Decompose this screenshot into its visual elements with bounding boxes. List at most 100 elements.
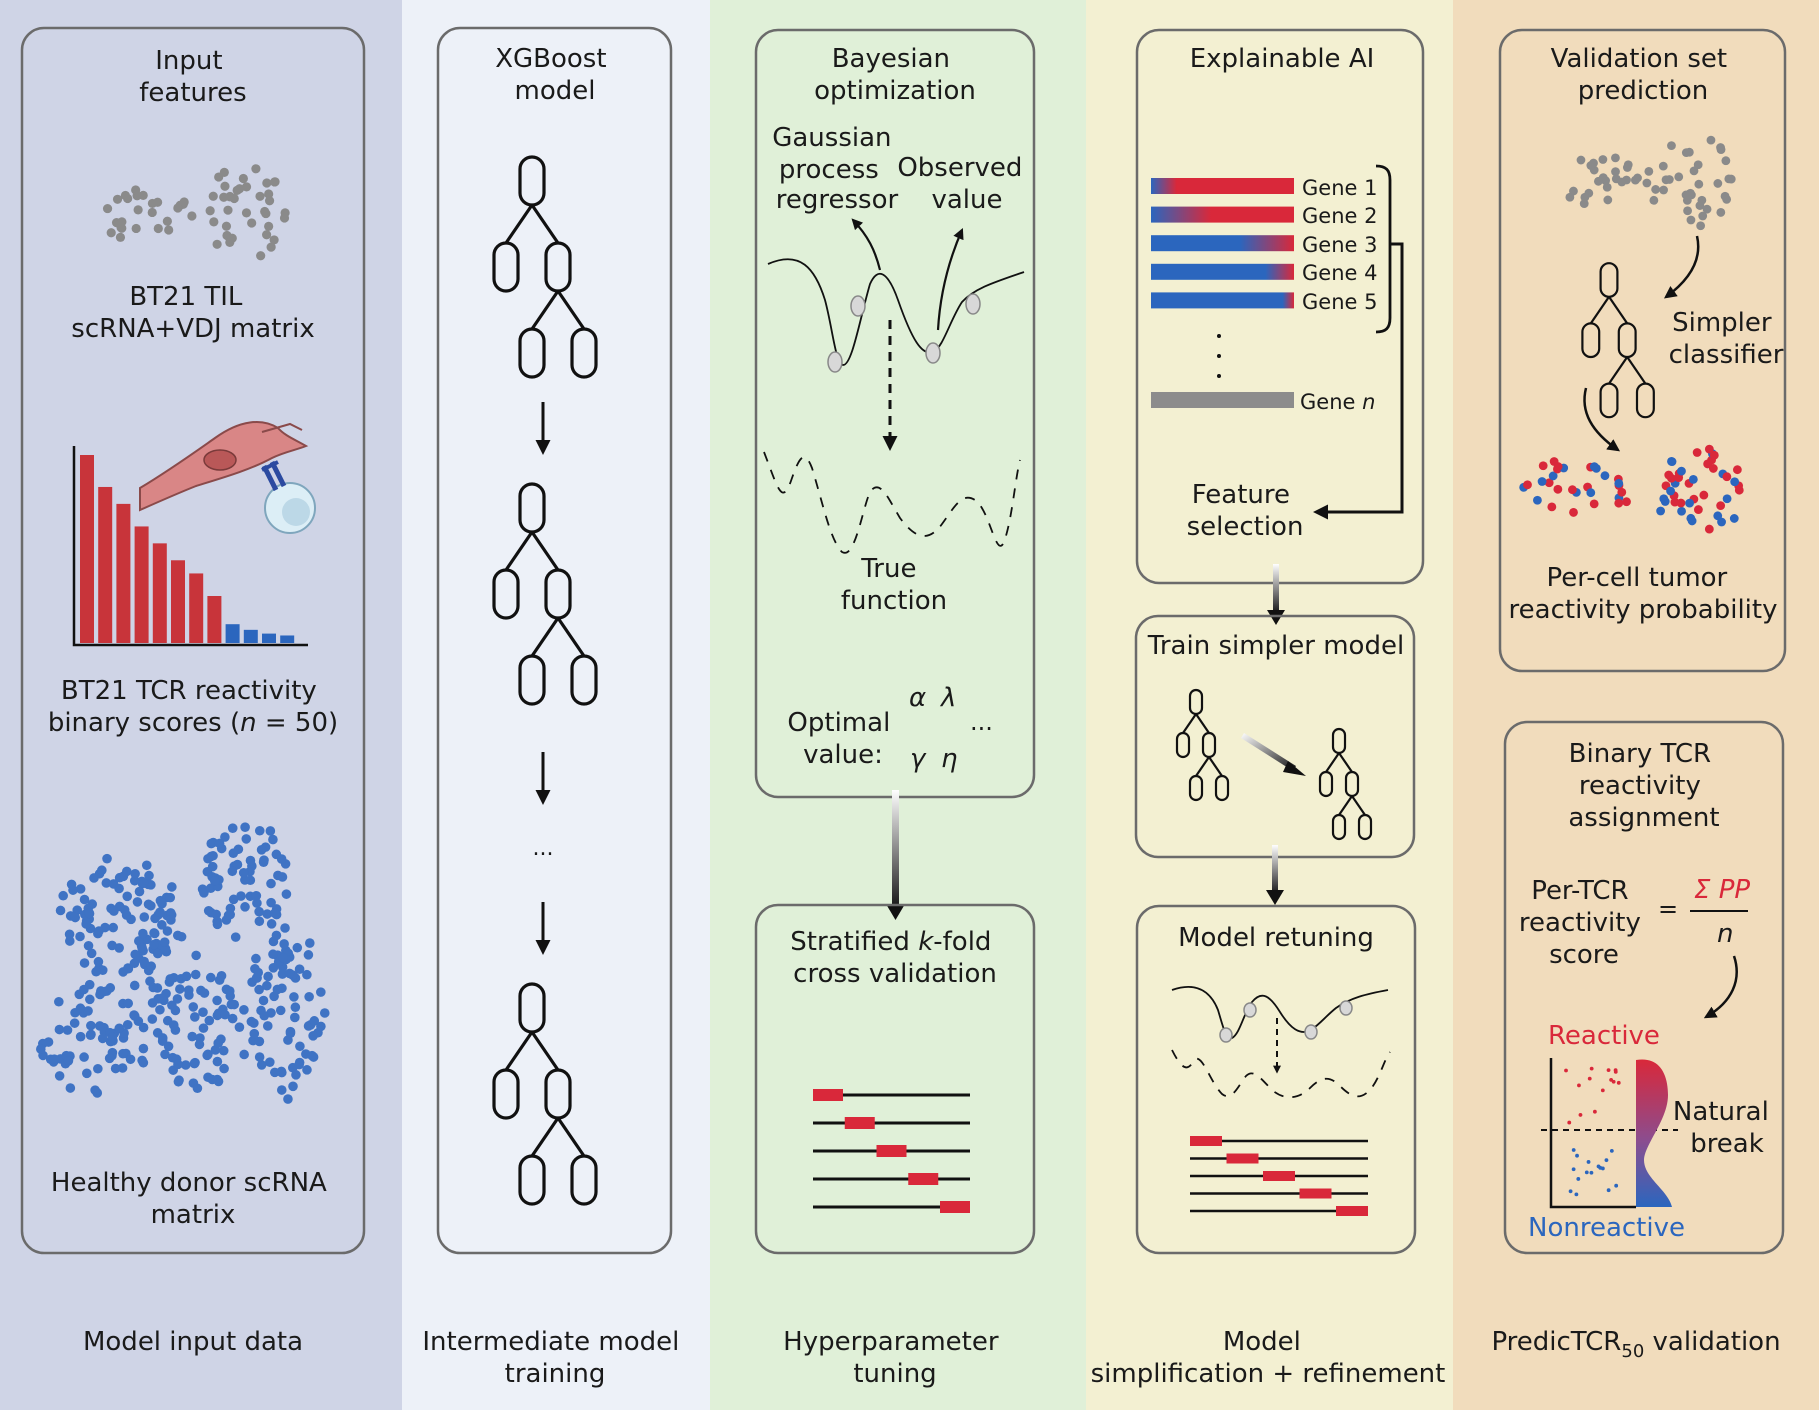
cell-dot — [94, 926, 104, 936]
cell-dot — [58, 890, 68, 901]
score-point — [1614, 1183, 1619, 1188]
cell-dot — [159, 937, 170, 948]
prediction-dot — [1538, 461, 1548, 471]
cell-dot — [86, 948, 97, 959]
cell-dot — [205, 972, 216, 983]
cell-dot — [173, 1059, 183, 1070]
score-point — [1600, 1166, 1605, 1171]
prediction-dot — [1533, 495, 1542, 505]
tree-node — [544, 241, 572, 293]
cell-dot — [165, 892, 176, 903]
cell-dot — [266, 242, 276, 252]
cell-dot — [1611, 153, 1620, 163]
cell-dot — [249, 1028, 260, 1039]
cell-dot — [269, 1067, 280, 1078]
cell-dot — [241, 834, 252, 844]
validation-fold — [908, 1173, 939, 1185]
cell-dot — [84, 908, 94, 919]
cell-dot — [203, 1072, 213, 1083]
tree-ellipsis: ... — [533, 836, 554, 861]
prediction-dot — [1717, 517, 1726, 527]
cell-dot — [1702, 204, 1712, 214]
score-point — [1606, 1068, 1611, 1073]
validation-fold — [813, 1089, 843, 1101]
caption-hyperparameter-tuning: Hyperparameter tuning — [783, 1327, 1007, 1389]
model-retuning-title: Model retuning — [1178, 923, 1374, 953]
input-features-box — [20, 26, 366, 1255]
tree-node — [1344, 770, 1360, 798]
tree-edge — [530, 531, 560, 571]
tree-edge — [556, 290, 586, 330]
cell-dot — [83, 940, 94, 951]
cell-dot — [79, 1052, 89, 1062]
prediction-dot — [1666, 486, 1675, 496]
tcr-binary-scores-label: BT21 TCR reactivity binary scores (n = 5… — [48, 676, 338, 738]
cell-dot — [278, 953, 289, 963]
cell-dot — [1603, 195, 1613, 205]
equals-sign: = — [1658, 895, 1678, 923]
tree-edge — [1608, 296, 1629, 325]
validation-fold — [1190, 1136, 1222, 1146]
cell-dot — [1697, 195, 1707, 205]
cell-dot — [291, 1070, 301, 1080]
cell-dot — [239, 1005, 249, 1015]
kfold-title: Stratified k-fold cross validation — [790, 927, 999, 989]
cell-dot — [1659, 185, 1668, 195]
cell-dot — [175, 984, 185, 994]
cell-dot — [1586, 161, 1596, 170]
prediction-dot — [1677, 506, 1686, 516]
cell-dot — [241, 208, 252, 218]
cell-dot — [307, 1050, 317, 1061]
cell-dot — [305, 938, 315, 948]
vertical-ellipsis-dot — [1217, 374, 1221, 378]
tree-node — [492, 1068, 520, 1120]
cell-dot — [130, 868, 140, 879]
cell-dot — [1617, 177, 1627, 187]
t-cell-illustration — [261, 460, 316, 534]
validation-fold — [844, 1117, 875, 1129]
validation-fold — [1336, 1206, 1368, 1216]
simplify-arrow-shaft — [1241, 733, 1296, 771]
prediction-dot — [1704, 524, 1714, 534]
retune-point — [1219, 1027, 1233, 1043]
cell-dot — [254, 906, 264, 917]
xgboost-title: XGBoost model — [495, 44, 615, 106]
prediction-dot — [1722, 472, 1732, 482]
cell-dot — [129, 980, 140, 991]
cell-dot — [36, 1044, 46, 1054]
cell-dot — [1722, 194, 1732, 204]
score-point — [1576, 1177, 1581, 1181]
tree-node — [1599, 382, 1619, 419]
bayesian-title: Bayesian optimization — [814, 44, 976, 106]
tree-node — [1331, 727, 1347, 755]
score-point — [1611, 1079, 1616, 1084]
cell-dot — [221, 221, 232, 231]
cell-dot — [1713, 179, 1723, 188]
cell-dot — [138, 928, 148, 939]
cell-dot — [1689, 166, 1699, 176]
retune-point — [1243, 1002, 1257, 1018]
cell-dot — [82, 1068, 92, 1079]
cell-dot — [227, 866, 238, 877]
tumor-cell-illustration — [139, 421, 309, 512]
cell-dot — [240, 902, 250, 912]
cell-dot — [265, 826, 276, 836]
cell-dot — [1622, 163, 1632, 172]
score-point — [1600, 1088, 1605, 1093]
cell-dot — [216, 971, 227, 981]
cell-dot — [143, 899, 154, 910]
cell-dot — [167, 882, 177, 892]
score-point — [1571, 1148, 1576, 1152]
cell-dot — [106, 228, 116, 238]
observed-value-label: Observed value — [897, 153, 1030, 215]
reactivity-bar — [80, 455, 94, 643]
simplify-arrowhead — [1283, 761, 1306, 776]
prediction-dot — [1677, 466, 1686, 476]
tree-edge — [1608, 356, 1629, 385]
prediction-dot — [1664, 470, 1674, 480]
tree-node — [518, 482, 546, 534]
tree-edge — [530, 617, 560, 657]
cell-dot — [191, 950, 201, 961]
cell-dot — [188, 1002, 199, 1012]
